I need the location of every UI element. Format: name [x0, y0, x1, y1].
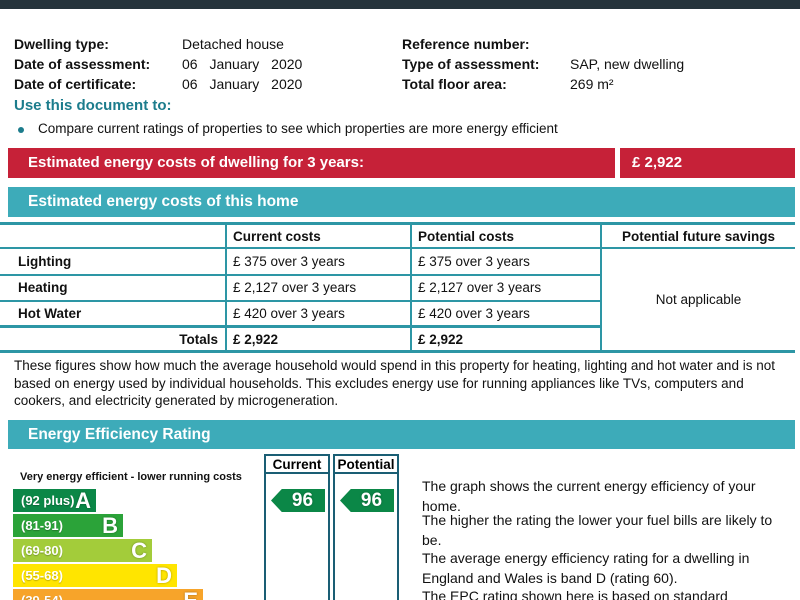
eer-potential-arrow: 96: [340, 489, 394, 512]
bullet-icon: [18, 127, 24, 133]
total-floor-area-label: Total floor area:: [402, 76, 507, 92]
col-header-future-savings: Potential future savings: [621, 229, 776, 244]
eer-section-heading: Energy Efficiency Rating: [8, 420, 795, 449]
table-border-col1: [225, 222, 227, 353]
eer-current-header: Current: [266, 456, 328, 474]
future-savings-value: Not applicable: [655, 292, 742, 307]
top-dark-strip: [0, 0, 800, 9]
type-of-assessment-label: Type of assessment:: [402, 56, 540, 72]
row-hotwater-potential: £ 420 over 3 years: [418, 306, 530, 321]
type-of-assessment-value: SAP, new dwelling: [570, 56, 685, 72]
table-border-top: [0, 222, 795, 225]
eer-potential-column: Potential: [333, 454, 399, 600]
eer-band-a-range: (92 plus): [21, 493, 75, 508]
date-of-assessment-label: Date of assessment:: [14, 56, 151, 72]
row-totals-potential: £ 2,922: [418, 332, 464, 347]
eer-band-a: (92 plus) A: [13, 489, 96, 512]
dwelling-type-label: Dwelling type:: [14, 36, 109, 52]
col-header-current-costs: Current costs: [233, 229, 321, 244]
eer-note-1: The graph shows the current energy effic…: [422, 478, 756, 514]
date-of-certificate-label: Date of certificate:: [14, 76, 137, 92]
table-border-col3: [600, 222, 602, 353]
table-border-bottom: [0, 350, 795, 353]
use-document-bullet: Compare current ratings of properties to…: [38, 121, 558, 136]
row-totals-current: £ 2,922: [233, 332, 279, 347]
eer-band-e-letter: E: [183, 589, 198, 600]
eer-band-e: (39-54) E: [13, 589, 203, 600]
estimated-cost-banner: Estimated energy costs of dwelling for 3…: [8, 148, 795, 178]
estimated-cost-banner-value: £ 2,922: [632, 154, 683, 171]
total-floor-area-value: 269 m²: [570, 76, 614, 92]
table-border-col2: [410, 222, 412, 353]
estimated-cost-banner-label: Estimated energy costs of dwelling for 3…: [28, 154, 364, 171]
banner-divider: [615, 148, 620, 178]
row-totals-label: Totals: [179, 332, 218, 347]
eer-axis-note: Very energy efficient - lower running co…: [20, 471, 242, 483]
eer-band-a-letter: A: [75, 488, 91, 513]
row-lighting-current: £ 375 over 3 years: [233, 254, 345, 269]
eer-note-2: The higher the rating the lower your fue…: [422, 512, 773, 548]
row-lighting-label: Lighting: [18, 254, 72, 269]
eer-band-e-range: (39-54): [21, 593, 63, 600]
eer-band-c-letter: C: [131, 538, 147, 563]
eer-note-3: The average energy efficiency rating for…: [422, 550, 750, 586]
eer-band-d-range: (55-68): [21, 568, 63, 583]
eer-current-arrow: 96: [271, 489, 325, 512]
eer-current-column: Current: [264, 454, 330, 600]
row-lighting-potential: £ 375 over 3 years: [418, 254, 530, 269]
date-of-assessment-value: 06 January 2020: [182, 56, 303, 72]
table-border-row2: [0, 300, 600, 302]
row-hotwater-current: £ 420 over 3 years: [233, 306, 345, 321]
eer-band-b: (81-91) B: [13, 514, 123, 537]
row-hotwater-label: Hot Water: [18, 306, 82, 321]
eer-band-d-letter: D: [156, 563, 172, 588]
row-heating-current: £ 2,127 over 3 years: [233, 280, 357, 295]
costs-section-heading: Estimated energy costs of this home: [8, 187, 795, 217]
eer-band-b-letter: B: [102, 513, 118, 538]
dwelling-type-value: Detached house: [182, 36, 284, 52]
use-document-heading: Use this document to:: [14, 97, 172, 114]
eer-band-c-range: (69-80): [21, 543, 63, 558]
table-border-row1: [0, 274, 600, 276]
col-header-potential-costs: Potential costs: [418, 229, 515, 244]
reference-number-label: Reference number:: [402, 36, 530, 52]
eer-potential-header: Potential: [335, 456, 397, 474]
eer-band-c: (69-80) C: [13, 539, 152, 562]
eer-note-4: The EPC rating shown here is based on st…: [422, 588, 728, 600]
table-border-header: [0, 247, 795, 249]
date-of-certificate-value: 06 January 2020: [182, 76, 303, 92]
costs-disclaimer: These figures show how much the average …: [14, 358, 775, 408]
eer-band-d: (55-68) D: [13, 564, 177, 587]
row-heating-potential: £ 2,127 over 3 years: [418, 280, 542, 295]
row-heating-label: Heating: [18, 280, 68, 295]
eer-band-b-range: (81-91): [21, 518, 63, 533]
table-border-row3: [0, 325, 600, 328]
